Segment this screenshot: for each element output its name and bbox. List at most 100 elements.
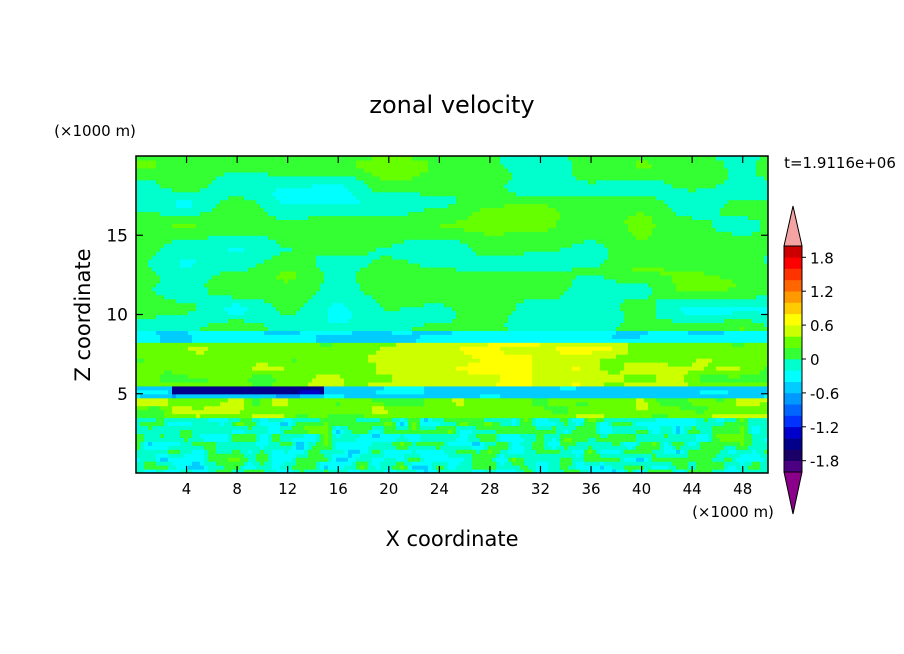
field-cell	[204, 393, 209, 399]
field-cell	[340, 433, 345, 438]
field-cell	[264, 369, 269, 375]
field-cell	[372, 417, 377, 423]
field-cell	[148, 195, 153, 201]
field-cell	[332, 251, 337, 256]
field-cell	[268, 215, 273, 220]
field-cell	[240, 203, 245, 209]
field-cell	[220, 465, 225, 470]
field-cell	[336, 401, 341, 407]
field-cell	[224, 187, 229, 193]
field-cell	[252, 393, 257, 399]
field-cell	[204, 290, 209, 296]
field-cell	[160, 278, 165, 284]
field-cell	[292, 231, 297, 236]
field-cell	[204, 203, 209, 209]
field-cell	[212, 437, 217, 442]
field-cell	[288, 290, 293, 296]
field-cell	[308, 156, 313, 161]
field-cell	[336, 397, 341, 403]
field-cell	[268, 437, 273, 442]
field-cell	[240, 227, 245, 232]
field-cell	[188, 369, 193, 375]
field-cell	[344, 358, 349, 363]
field-cell	[156, 211, 161, 217]
field-cell	[384, 449, 389, 454]
field-cell	[280, 457, 285, 462]
field-cell	[356, 409, 361, 415]
field-cell	[328, 338, 333, 343]
field-cell	[196, 393, 201, 399]
field-cell	[160, 346, 165, 351]
field-cell	[304, 231, 309, 236]
field-cell	[160, 409, 165, 415]
field-cell	[192, 417, 197, 423]
field-cell	[176, 465, 181, 470]
field-cell	[152, 156, 157, 161]
field-cell	[180, 290, 185, 296]
field-cell	[360, 437, 365, 442]
field-cell	[280, 171, 285, 177]
field-cell	[244, 397, 249, 403]
field-cell	[356, 433, 361, 438]
field-cell	[268, 302, 273, 308]
field-cell	[276, 437, 281, 442]
field-cell	[360, 298, 365, 304]
field-cell	[340, 239, 345, 244]
field-cell	[176, 433, 181, 438]
field-cell	[188, 156, 193, 161]
field-cell	[232, 156, 237, 161]
field-cell	[248, 417, 253, 423]
field-cell	[372, 413, 377, 419]
field-cell	[340, 219, 345, 224]
field-cell	[296, 223, 301, 228]
field-cell	[324, 231, 329, 236]
field-cell	[368, 393, 373, 399]
field-cell	[276, 239, 281, 244]
field-cell	[240, 262, 245, 268]
field-cell	[220, 453, 225, 458]
field-cell	[236, 282, 241, 288]
field-cell	[300, 425, 305, 431]
field-cell	[192, 389, 197, 395]
field-cell	[252, 290, 257, 296]
field-cell	[232, 465, 237, 470]
field-cell	[372, 314, 377, 320]
field-cell	[156, 243, 161, 248]
field-cell	[344, 314, 349, 320]
field-cell	[268, 401, 273, 407]
field-cell	[220, 362, 225, 367]
field-cell	[268, 381, 273, 387]
field-cell	[292, 405, 297, 411]
field-cell	[308, 338, 313, 343]
field-cell	[180, 457, 185, 462]
field-cell	[372, 183, 377, 189]
field-cell	[228, 270, 233, 276]
field-cell	[200, 409, 205, 415]
field-cell	[236, 219, 241, 224]
field-cell	[312, 235, 317, 240]
field-cell	[208, 175, 213, 181]
field-cell	[372, 215, 377, 220]
field-cell	[284, 286, 289, 292]
field-cell	[292, 203, 297, 209]
field-cell	[200, 187, 205, 193]
field-cell	[360, 425, 365, 431]
field-cell	[364, 282, 369, 288]
field-cell	[340, 195, 345, 201]
field-cell	[136, 401, 141, 407]
field-cell	[344, 362, 349, 367]
field-cell	[196, 453, 201, 458]
field-cell	[372, 163, 377, 169]
field-cell	[308, 310, 313, 316]
field-cell	[156, 159, 161, 165]
field-cell	[264, 393, 269, 399]
field-cell	[308, 247, 313, 252]
field-cell	[156, 294, 161, 300]
field-cell	[168, 187, 173, 193]
field-cell	[260, 286, 265, 292]
field-cell	[168, 183, 173, 189]
field-cell	[140, 156, 145, 161]
field-cell	[376, 175, 381, 181]
field-cell	[380, 282, 385, 288]
field-cell	[308, 262, 313, 268]
